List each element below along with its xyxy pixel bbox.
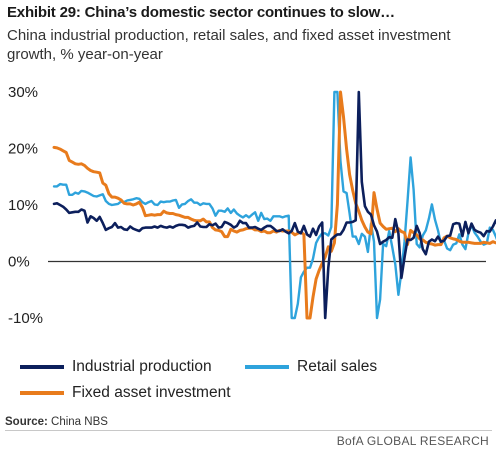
x-tick-label: Sep-20	[286, 328, 334, 330]
x-tick-label: Jun-15	[95, 328, 141, 330]
y-tick-label: -10%	[8, 310, 43, 327]
legend-swatch-retail	[245, 365, 289, 369]
x-tick-label: Jun-22	[351, 328, 397, 330]
x-tick-label: Sep-13	[30, 328, 78, 330]
x-axis-labels: Sep-13 Jun-15 Mar-17 Dec-18 Sep-20 Jun-22 Mar-…	[30, 328, 462, 330]
legend-swatch-fixed	[20, 391, 64, 395]
series-line-retail	[52, 90, 496, 320]
source-note: Source: China NBS	[5, 416, 108, 428]
legend-item-industrial: Industrial production	[20, 358, 212, 376]
y-tick-label: 10%	[8, 197, 38, 214]
legend-label-fixed: Fixed asset investment	[72, 384, 231, 401]
chart-title: Exhibit 29: China’s domestic sector cont…	[7, 4, 395, 21]
x-tick-label: Dec-18	[222, 328, 270, 330]
brand-label: BofA GLOBAL RESEARCH	[336, 434, 489, 448]
legend-label-industrial: Industrial production	[72, 358, 212, 375]
x-tick-label: Mar-17	[158, 328, 206, 330]
plot-area	[48, 90, 496, 320]
y-tick-label: 30%	[8, 84, 38, 101]
x-tick-label: Mar-24	[414, 328, 462, 330]
legend-label-retail: Retail sales	[297, 358, 378, 375]
y-axis-labels: 30% 20% 10% 0% -10%	[8, 84, 43, 327]
chart-subtitle: China industrial production, retail sale…	[7, 27, 451, 63]
legend-item-retail: Retail sales	[245, 358, 377, 376]
y-tick-label: 20%	[8, 141, 38, 158]
line-chart: 30% 20% 10% 0% -10% Sep-13 Jun-15 Mar-17 Dec-18…	[8, 84, 496, 330]
legend-swatch-industrial	[20, 365, 64, 369]
y-tick-label: 0%	[8, 254, 30, 271]
legend-item-fixed: Fixed asset investment	[20, 384, 231, 402]
footer-divider	[5, 430, 492, 431]
source-label: Source:	[5, 416, 48, 428]
series-line-industrial	[52, 90, 496, 320]
source-text: China NBS	[51, 416, 108, 428]
series-line-fixed	[52, 90, 496, 320]
